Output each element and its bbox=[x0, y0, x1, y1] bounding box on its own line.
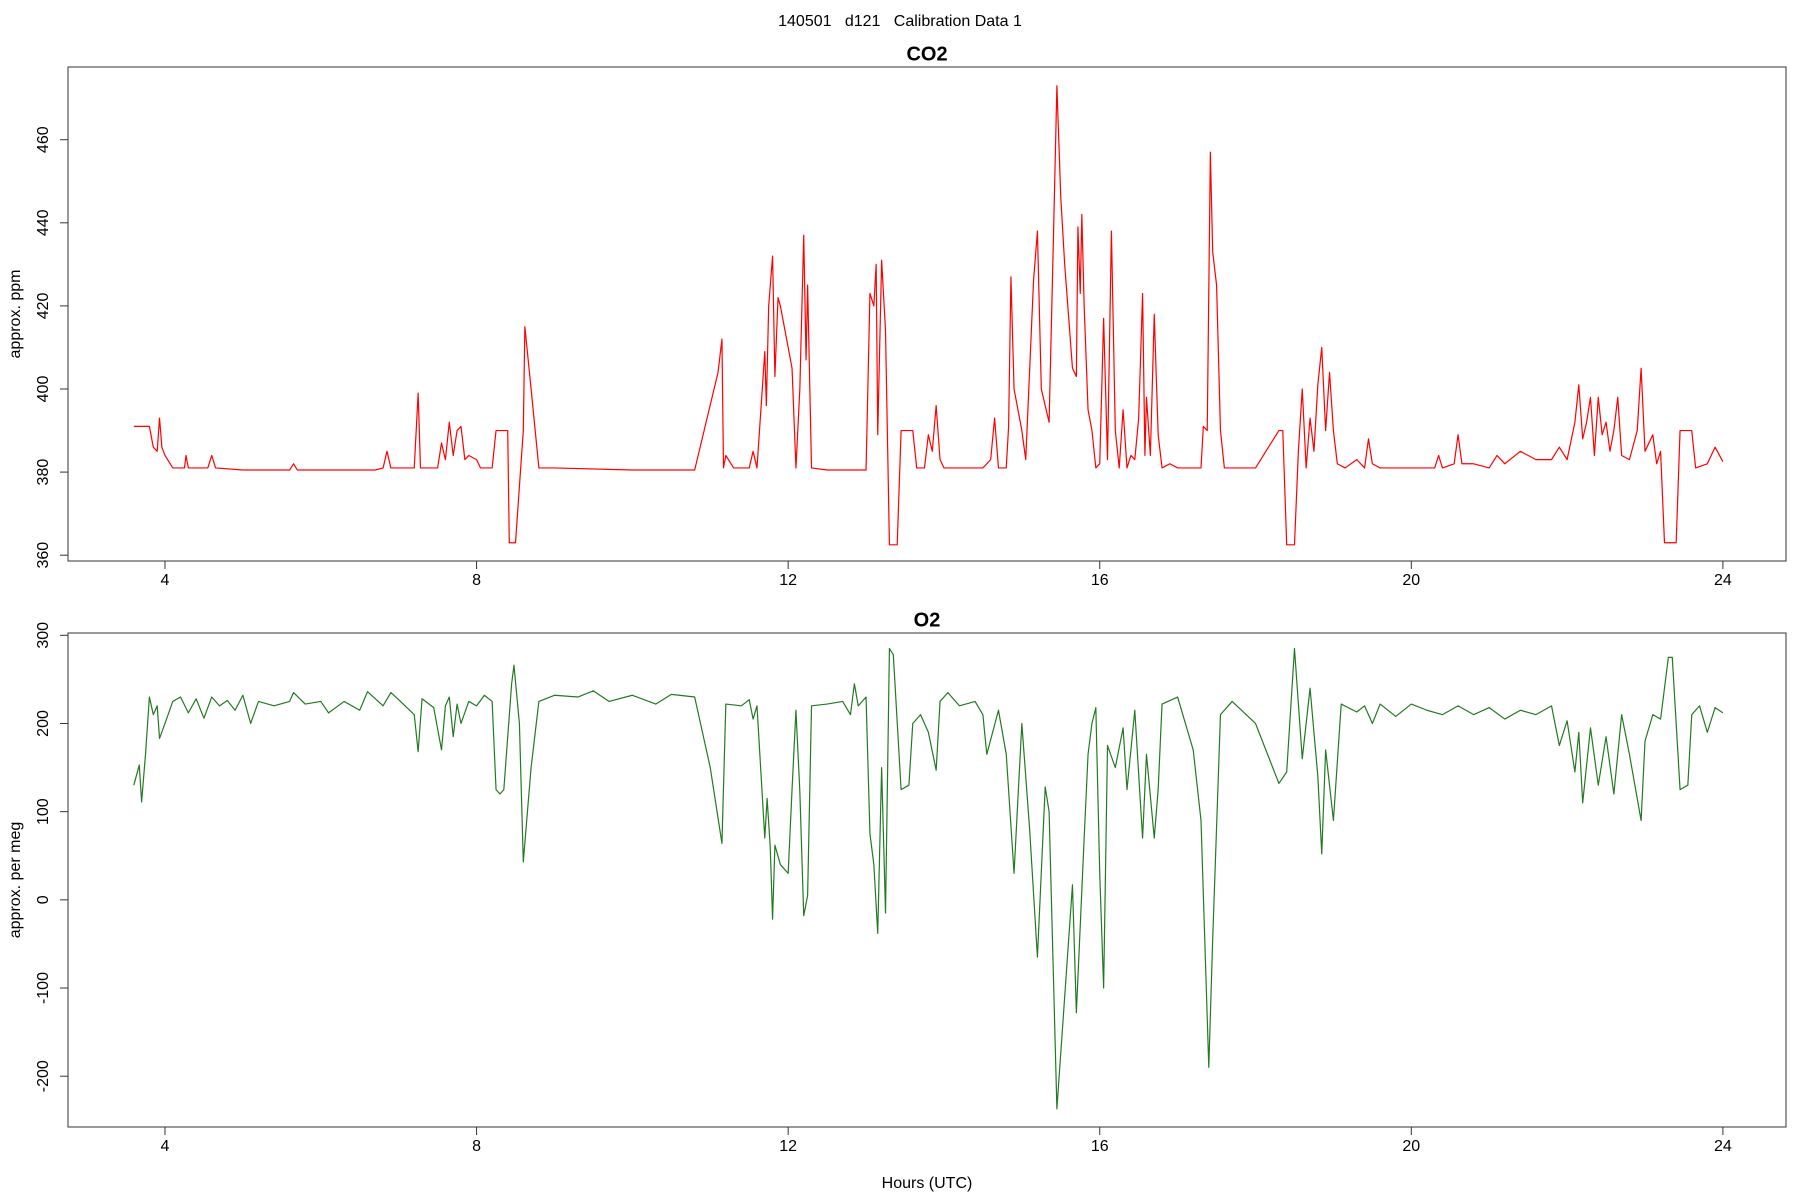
x-tick-label: 8 bbox=[472, 572, 481, 589]
y-tick-label: 300 bbox=[35, 622, 52, 649]
x-tick-label: 24 bbox=[1714, 572, 1732, 589]
x-tick-label: 4 bbox=[161, 1138, 170, 1155]
plot-frame bbox=[67, 66, 1787, 562]
x-axis-label: Hours (UTC) bbox=[882, 1175, 973, 1192]
panel-title: CO2 bbox=[906, 43, 947, 65]
y-tick-label: 200 bbox=[35, 710, 52, 737]
x-tick-label: 4 bbox=[161, 572, 170, 589]
y-axis-label: approx. ppm bbox=[7, 270, 24, 359]
y-tick-label: 380 bbox=[35, 459, 52, 486]
x-tick-label: 20 bbox=[1402, 1138, 1420, 1155]
y-tick-label: 100 bbox=[35, 798, 52, 825]
x-tick-label: 8 bbox=[472, 1138, 481, 1155]
x-tick-label: 12 bbox=[779, 1138, 797, 1155]
data-line bbox=[133, 85, 1724, 546]
x-tick-label: 16 bbox=[1091, 1138, 1109, 1155]
x-tick-label: 24 bbox=[1714, 1138, 1732, 1155]
plot-frame bbox=[67, 632, 1787, 1128]
y-tick-label: 400 bbox=[35, 376, 52, 403]
y-tick-label: 460 bbox=[35, 126, 52, 153]
data-line bbox=[133, 647, 1724, 1110]
x-tick-label: 20 bbox=[1402, 572, 1420, 589]
y-tick-label: -100 bbox=[35, 972, 52, 1004]
y-tick-label: 0 bbox=[35, 895, 52, 904]
y-axis-label: approx. per meg bbox=[7, 822, 24, 939]
panel-title: O2 bbox=[914, 609, 941, 631]
y-tick-label: -200 bbox=[35, 1060, 52, 1092]
x-tick-label: 16 bbox=[1091, 572, 1109, 589]
y-tick-label: 420 bbox=[35, 292, 52, 319]
y-tick-label: 440 bbox=[35, 209, 52, 236]
y-tick-label: 360 bbox=[35, 542, 52, 569]
figure-title: 140501 d121 Calibration Data 1 bbox=[778, 13, 1022, 30]
x-tick-label: 12 bbox=[779, 572, 797, 589]
